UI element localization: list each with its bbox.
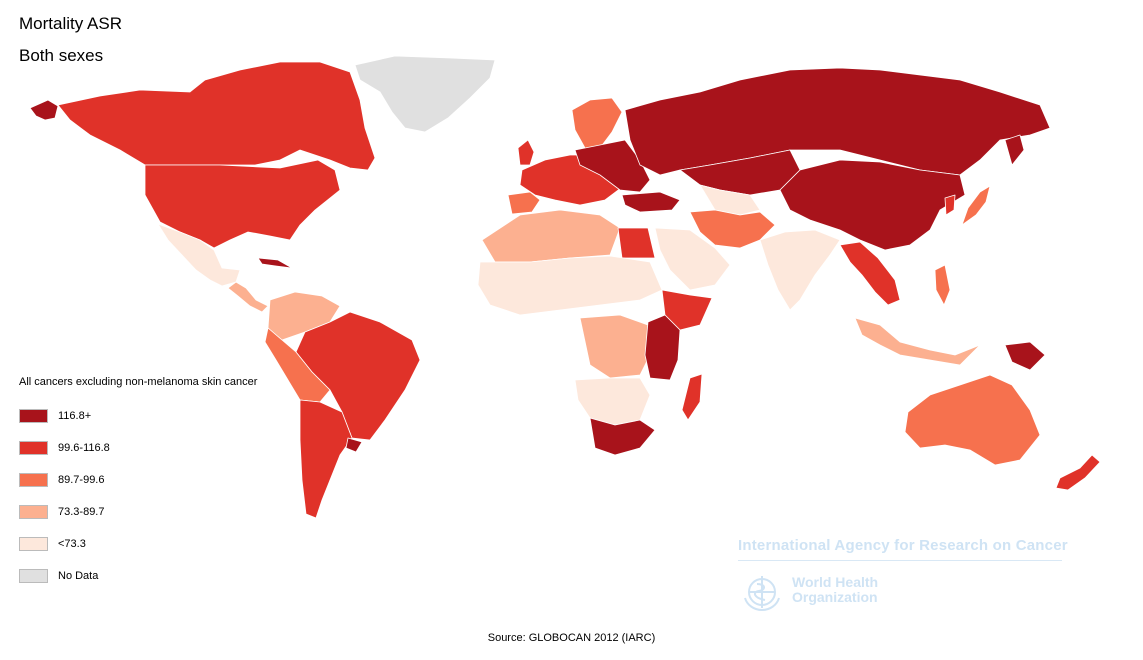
agency-name: International Agency for Research on Can…: [738, 537, 1068, 554]
legend-label: 73.3-89.7: [58, 506, 105, 518]
who-line-1: World Health: [792, 574, 879, 590]
legend-item: No Data: [19, 560, 257, 592]
iarc-watermark: International Agency for Research on Can…: [738, 537, 1068, 612]
region-cuba[interactable]: [257, 257, 293, 269]
legend-swatch: [19, 537, 48, 551]
legend-label: 99.6-116.8: [58, 442, 110, 454]
legend-item: 116.8+: [19, 400, 257, 432]
region-central-africa[interactable]: [579, 314, 651, 379]
region-mainland-sea[interactable]: [839, 241, 901, 306]
legend-item: <73.3: [19, 528, 257, 560]
region-east-africa[interactable]: [644, 314, 681, 381]
region-new-zealand[interactable]: [1055, 454, 1101, 491]
region-sahel[interactable]: [477, 255, 663, 316]
region-australia[interactable]: [904, 374, 1041, 466]
region-uruguay[interactable]: [345, 437, 363, 453]
who-name: World Health Organization: [792, 575, 878, 605]
region-madagascar[interactable]: [681, 373, 703, 421]
region-iran-afghan[interactable]: [689, 209, 776, 249]
legend-swatch: [19, 569, 48, 583]
region-central-america[interactable]: [227, 281, 269, 313]
region-south-africa[interactable]: [589, 417, 656, 456]
legend-item: 89.7-99.6: [19, 464, 257, 496]
legend-label: 89.7-99.6: [58, 474, 105, 486]
region-kamchatka[interactable]: [1004, 134, 1025, 166]
legend-label: No Data: [58, 570, 99, 582]
region-philippines[interactable]: [934, 264, 951, 306]
region-india[interactable]: [759, 229, 841, 311]
region-egypt[interactable]: [617, 227, 656, 259]
who-emblem-icon: [744, 576, 780, 612]
region-china[interactable]: [779, 159, 966, 251]
region-canada[interactable]: [57, 61, 376, 171]
legend: All cancers excluding non-melanoma skin …: [19, 376, 257, 592]
who-line-2: Organization: [792, 589, 878, 605]
region-usa[interactable]: [144, 159, 341, 249]
map-title: Mortality ASR: [19, 14, 122, 33]
region-argentina-chile[interactable]: [299, 399, 353, 519]
region-png[interactable]: [1004, 341, 1046, 371]
legend-label: 116.8+: [58, 410, 92, 422]
legend-swatch: [19, 409, 48, 423]
region-turkey[interactable]: [621, 191, 681, 213]
region-eastern-europe[interactable]: [574, 139, 651, 193]
region-russia[interactable]: [624, 67, 1051, 176]
region-indonesia[interactable]: [854, 317, 981, 366]
legend-item: 73.3-89.7: [19, 496, 257, 528]
legend-swatch: [19, 441, 48, 455]
legend-label: <73.3: [58, 538, 86, 550]
source-note: Source: GLOBOCAN 2012 (IARC): [487, 632, 656, 644]
region-korea[interactable]: [944, 194, 956, 216]
legend-swatch: [19, 473, 48, 487]
region-japan[interactable]: [961, 185, 991, 226]
watermark-divider: [738, 560, 1062, 561]
map-subtitle: Both sexes: [19, 46, 104, 65]
region-alaska[interactable]: [29, 99, 59, 121]
region-greenland[interactable]: [354, 55, 496, 133]
region-arabia[interactable]: [654, 227, 731, 291]
legend-item: 99.6-116.8: [19, 432, 257, 464]
region-iberia[interactable]: [507, 191, 541, 215]
legend-swatch: [19, 505, 48, 519]
region-scandinavia[interactable]: [571, 97, 623, 149]
region-uk[interactable]: [517, 139, 535, 166]
legend-title: All cancers excluding non-melanoma skin …: [19, 376, 258, 388]
region-north-africa[interactable]: [481, 209, 621, 263]
region-southern-africa[interactable]: [574, 377, 651, 426]
